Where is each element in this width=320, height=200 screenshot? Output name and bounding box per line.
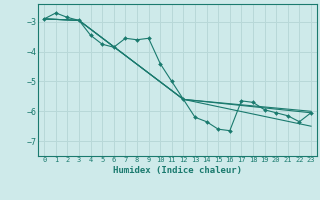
X-axis label: Humidex (Indice chaleur): Humidex (Indice chaleur) xyxy=(113,166,242,175)
